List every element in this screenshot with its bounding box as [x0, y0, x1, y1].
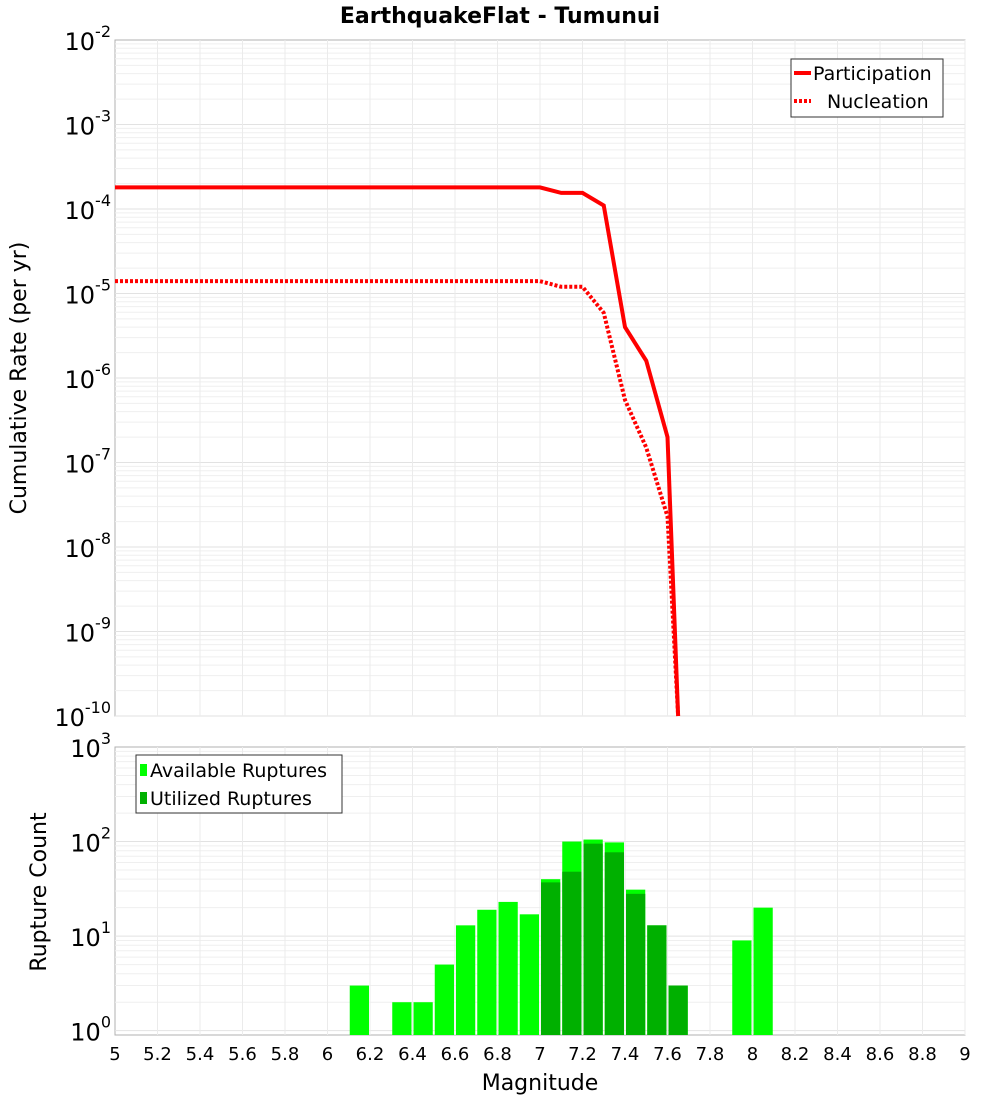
bar-utilized	[626, 893, 646, 1035]
y-tick-exponent: 1	[101, 918, 111, 937]
bar-available	[477, 909, 497, 1035]
y-tick-label: 10-9	[65, 614, 112, 648]
y-tick-exponent: -7	[95, 445, 111, 464]
bar-utilized	[562, 871, 582, 1035]
x-tick-label: 7.4	[611, 1044, 640, 1065]
legend-swatch	[140, 764, 147, 776]
y-tick-label: 10-8	[65, 529, 112, 563]
y-tick-label: 10-4	[65, 191, 112, 225]
bar-utilized	[647, 925, 667, 1035]
legend-top	[790, 58, 944, 118]
x-tick-label: 8.6	[866, 1044, 895, 1065]
y-tick-exponent: 0	[101, 1013, 111, 1032]
y-tick-label: 10-7	[65, 445, 112, 479]
y-tick-label: 10-2	[65, 22, 112, 56]
bar-available	[753, 907, 773, 1035]
y-tick-label: 100	[70, 1013, 111, 1047]
y-tick-exponent: -2	[95, 22, 111, 41]
x-tick-label: 6	[322, 1044, 333, 1065]
y-axis-label-bottom: Rupture Count	[27, 812, 52, 972]
legend-label: Participation	[813, 63, 932, 85]
y-tick-exponent: 3	[101, 729, 111, 748]
y-tick-exponent: 2	[101, 824, 111, 843]
x-tick-label: 7.6	[653, 1044, 682, 1065]
y-tick-label: 102	[70, 824, 111, 858]
series-line-nucleation	[115, 279, 681, 717]
legend-label: Available Ruptures	[150, 760, 327, 782]
bar-available	[519, 914, 539, 1035]
x-tick-label: 6.4	[398, 1044, 427, 1065]
legend-label: Utilized Ruptures	[150, 788, 312, 810]
x-tick-label: 5.4	[186, 1044, 215, 1065]
x-axis-label: Magnitude	[482, 1071, 599, 1096]
chart-title: EarthquakeFlat - Tumunui	[340, 4, 660, 29]
legend-label: Nucleation	[827, 91, 929, 113]
y-tick-exponent: -6	[95, 360, 111, 379]
series-line-participation	[115, 185, 681, 717]
x-tick-label: 7.8	[696, 1044, 725, 1065]
x-tick-label: 8.2	[781, 1044, 810, 1065]
x-tick-label: 9	[959, 1044, 970, 1065]
y-tick-label: 10-3	[65, 107, 112, 141]
legend-swatch	[140, 792, 147, 804]
y-tick-exponent: -8	[95, 529, 111, 548]
bar-available	[456, 925, 476, 1035]
y-tick-label: 103	[70, 729, 111, 763]
x-tick-label: 6.8	[483, 1044, 512, 1065]
y-tick-label: 10-10	[54, 698, 111, 732]
y-axis-label-top: Cumulative Rate (per yr)	[7, 242, 32, 515]
bar-available	[434, 964, 454, 1035]
x-tick-label: 7	[534, 1044, 545, 1065]
x-tick-label: 6.6	[441, 1044, 470, 1065]
bar-available	[392, 1002, 412, 1035]
x-tick-label: 5.2	[143, 1044, 172, 1065]
bar-utilized	[604, 852, 624, 1035]
bar-utilized	[668, 985, 688, 1035]
y-tick-label: 101	[70, 918, 111, 952]
y-tick-exponent: -10	[85, 698, 111, 717]
x-tick-label: 8.8	[908, 1044, 937, 1065]
y-tick-label: 10-5	[65, 276, 112, 310]
legend-bottom	[135, 754, 343, 814]
x-tick-label: 5	[109, 1044, 120, 1065]
bar-utilized	[583, 843, 603, 1035]
x-tick-label: 5.6	[228, 1044, 257, 1065]
bar-available	[732, 940, 752, 1035]
bar-available	[349, 985, 369, 1035]
bar-available	[498, 901, 518, 1035]
x-tick-label: 7.2	[568, 1044, 597, 1065]
bar-available	[413, 1002, 433, 1035]
x-tick-label: 6.2	[356, 1044, 385, 1065]
y-tick-exponent: -9	[95, 614, 111, 633]
x-tick-label: 5.8	[271, 1044, 300, 1065]
y-tick-label: 10-6	[65, 360, 112, 394]
top-plot: 10-2 10-3 10-4 10-5 10-6 10-7 10-8 10-9 10-10 Par…	[54, 22, 966, 732]
y-tick-exponent: -5	[95, 276, 111, 295]
y-tick-exponent: -4	[95, 191, 111, 210]
y-tick-exponent: -3	[95, 107, 111, 126]
x-tick-label: 8.4	[823, 1044, 852, 1065]
bar-utilized	[541, 882, 561, 1035]
x-tick-label: 8	[747, 1044, 758, 1065]
